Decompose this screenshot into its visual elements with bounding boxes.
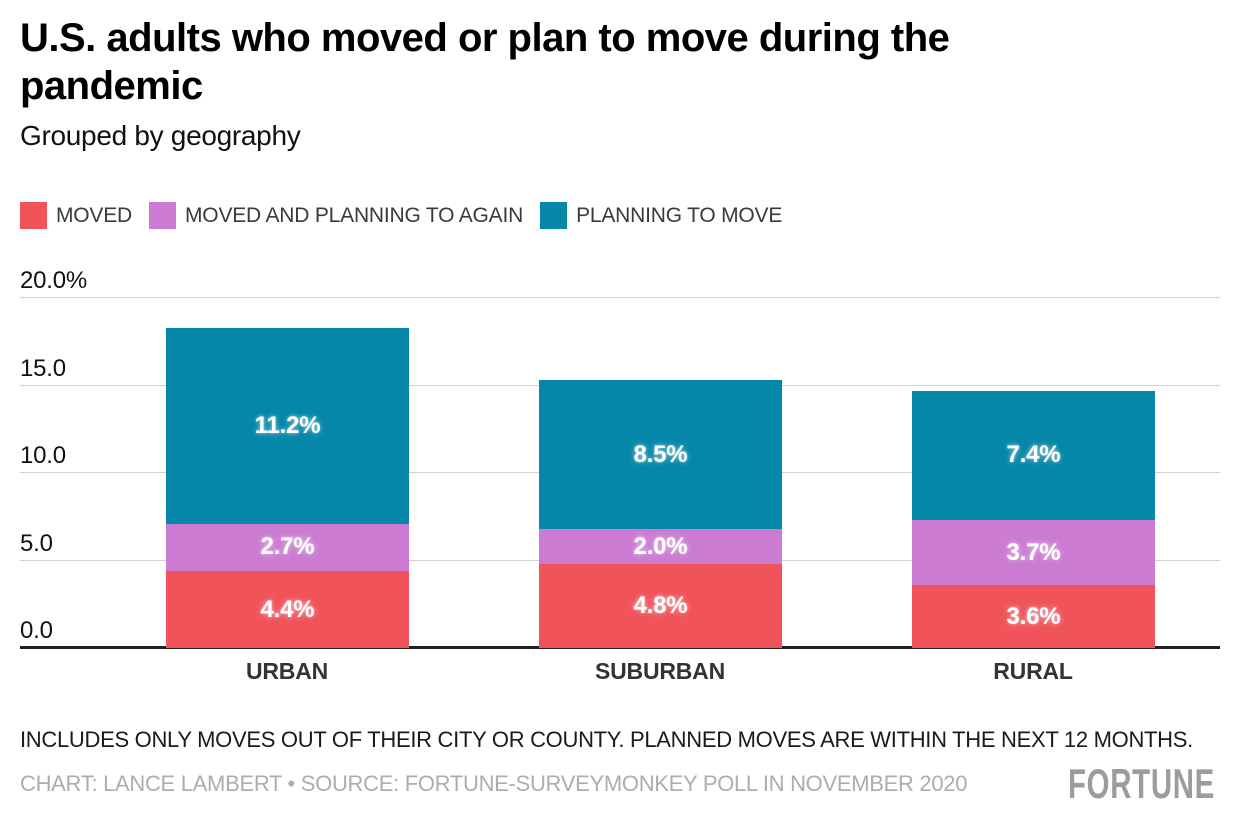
bar-value-label: 4.4% xyxy=(260,595,315,623)
bar-value-label: 3.6% xyxy=(1006,602,1061,630)
legend-label: MOVED AND PLANNING TO AGAIN xyxy=(185,203,524,227)
x-axis-label-rural: RURAL xyxy=(993,658,1073,684)
legend-swatch-moved xyxy=(20,202,47,229)
bar-urban: 11.2% 2.7% 4.4% xyxy=(166,327,409,648)
fortune-logo: FORTUNE xyxy=(1068,760,1215,807)
bar-segment-moved-and-planning-to-again: 3.7% xyxy=(912,520,1155,585)
y-tick-label-15: 15.0 xyxy=(20,355,66,382)
bar-segment-planning-to-move: 11.2% xyxy=(166,327,409,524)
legend-swatch-moved-and-planning-to-again xyxy=(149,202,177,229)
credit-line: CHART: LANCE LAMBERT • SOURCE: FORTUNE-S… xyxy=(20,771,968,796)
legend-swatch-planning-to-move xyxy=(540,202,568,229)
bar-suburban: 8.5% 2.0% 4.8% xyxy=(539,380,782,648)
chart-subtitle: Grouped by geography xyxy=(20,120,301,151)
legend-item-moved: MOVED xyxy=(20,202,132,229)
bar-segment-moved: 4.8% xyxy=(539,564,782,648)
bar-segment-moved: 3.6% xyxy=(912,585,1155,648)
gridline-20 xyxy=(20,297,1220,298)
bar-segment-moved: 4.4% xyxy=(166,571,409,648)
bar-value-label: 3.7% xyxy=(1006,538,1061,566)
legend-label: PLANNING TO MOVE xyxy=(576,203,783,227)
x-axis-label-urban: URBAN xyxy=(245,658,329,684)
bar-segment-moved-and-planning-to-again: 2.0% xyxy=(539,529,782,564)
bar-value-label: 8.5% xyxy=(633,440,688,468)
legend-item-planning-to-move: PLANNING TO MOVE xyxy=(540,202,782,229)
footnote: INCLUDES ONLY MOVES OUT OF THEIR CITY OR… xyxy=(20,727,1193,752)
x-axis-label-suburban: SUBURBAN xyxy=(594,658,725,684)
legend: MOVED MOVED AND PLANNING TO AGAIN PLANNING… xyxy=(20,202,782,229)
bar-segment-planning-to-move: 8.5% xyxy=(539,380,782,529)
y-tick-label-5: 5.0 xyxy=(20,530,53,557)
bar-value-label: 7.4% xyxy=(1006,441,1061,469)
legend-item-moved-and-planning-to-again: MOVED AND PLANNING TO AGAIN xyxy=(149,202,523,229)
bar-value-label: 2.0% xyxy=(633,532,688,560)
bar-value-label: 4.8% xyxy=(633,592,688,619)
bar-segment-moved-and-planning-to-again: 2.7% xyxy=(166,523,409,571)
y-tick-label-10: 10.0 xyxy=(20,442,66,469)
y-tick-label-20: 20.0% xyxy=(20,267,88,294)
legend-label: MOVED xyxy=(56,203,133,227)
bar-value-label: 11.2% xyxy=(254,411,321,439)
bar-segment-planning-to-move: 7.4% xyxy=(912,390,1155,521)
bar-rural: 7.4% 3.7% 3.6% xyxy=(912,390,1155,648)
y-tick-label-0: 0.0 xyxy=(20,617,53,644)
chart-title: U.S. adults who moved or plan to move du… xyxy=(20,16,950,108)
bar-value-label: 2.7% xyxy=(260,533,315,561)
